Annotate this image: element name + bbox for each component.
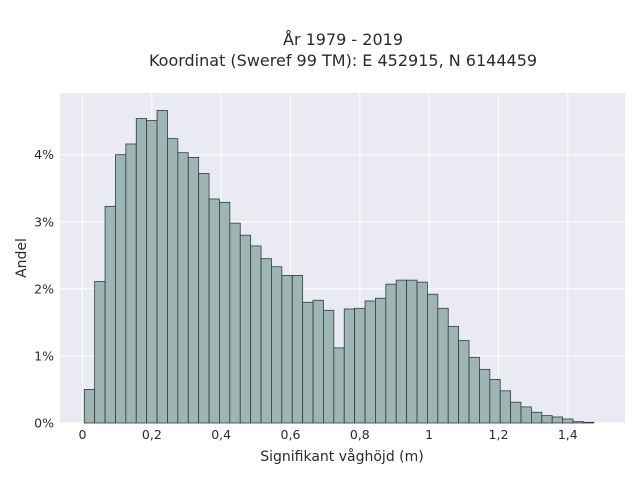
- histogram-bar: [541, 415, 553, 424]
- histogram-bar: [427, 293, 439, 424]
- histogram-bar: [406, 279, 418, 424]
- histogram-bar: [333, 347, 345, 424]
- histogram-bar: [385, 283, 397, 424]
- histogram-bar: [531, 411, 543, 424]
- histogram-bar: [271, 266, 283, 424]
- histogram-bar: [323, 309, 335, 424]
- x-tick-label: 0,2: [142, 427, 162, 442]
- histogram-bar: [260, 258, 272, 424]
- y-axis-ticks: 0% 1% 2% 3% 4%: [34, 147, 54, 430]
- histogram-bar: [302, 301, 314, 424]
- histogram-bar: [229, 222, 241, 424]
- x-axis-ticks: 0 0,2 0,4 0,6 0,8 1 1,2 1,4: [79, 427, 578, 442]
- y-tick-label: 4%: [34, 147, 54, 162]
- histogram-bar: [343, 308, 356, 424]
- histogram-bar: [416, 281, 428, 424]
- histogram-bar: [375, 297, 387, 424]
- histogram-bar: [115, 154, 127, 424]
- histogram-bar: [458, 340, 470, 424]
- bars: [83, 110, 595, 424]
- histogram-bar: [354, 307, 366, 424]
- x-tick-label: 0,4: [211, 427, 231, 442]
- y-tick-label: 1%: [34, 348, 54, 363]
- histogram-bar: [437, 307, 449, 424]
- histogram-bar: [208, 198, 220, 424]
- histogram-bar: [187, 156, 200, 424]
- x-tick-label: 0,6: [281, 427, 301, 442]
- histogram-bar: [239, 234, 252, 424]
- histogram-bar: [499, 390, 512, 424]
- x-axis-label: Signifikant våghöjd (m): [260, 448, 423, 465]
- histogram-bar: [94, 281, 106, 424]
- histogram-bar: [510, 401, 522, 424]
- histogram-bar: [281, 275, 293, 424]
- histogram-bar: [520, 406, 532, 424]
- histogram-bar: [572, 421, 584, 424]
- histogram-bar: [177, 152, 189, 424]
- histogram-bar: [489, 379, 501, 424]
- histogram-bar: [250, 245, 262, 424]
- x-tick-label: 1,2: [489, 427, 509, 442]
- x-tick-label: 1: [425, 427, 433, 442]
- y-tick-label: 2%: [34, 281, 54, 296]
- x-tick-label: 0,8: [350, 427, 370, 442]
- histogram-bar: [125, 143, 137, 424]
- histogram-bar: [562, 418, 574, 424]
- x-tick-label: 0: [79, 427, 87, 442]
- histogram-bar: [364, 300, 376, 424]
- y-axis-label: Andel: [14, 238, 30, 278]
- histogram-bar: [83, 389, 96, 424]
- histogram-bar: [219, 201, 231, 424]
- histogram-bar: [447, 326, 460, 424]
- x-tick-label: 1,4: [558, 427, 578, 442]
- histogram-bar: [146, 120, 158, 424]
- histogram-bar: [135, 118, 148, 424]
- histogram-bar: [156, 110, 168, 424]
- histogram-bar: [291, 275, 304, 424]
- y-tick-label: 0%: [34, 416, 54, 431]
- y-tick-label: 3%: [34, 214, 54, 229]
- histogram-bar: [479, 368, 491, 424]
- histogram-bar: [312, 299, 324, 424]
- chart-title: År 1979 - 2019: [283, 30, 403, 49]
- chart-subtitle: Koordinat (Sweref 99 TM): E 452915, N 61…: [149, 51, 537, 70]
- histogram-bar: [583, 421, 595, 424]
- histogram-bar: [551, 416, 564, 424]
- histogram-bar: [468, 356, 480, 424]
- histogram-bar: [198, 173, 210, 424]
- histogram-bar: [167, 138, 179, 424]
- histogram-bar: [104, 205, 116, 424]
- histogram-bar: [395, 279, 408, 424]
